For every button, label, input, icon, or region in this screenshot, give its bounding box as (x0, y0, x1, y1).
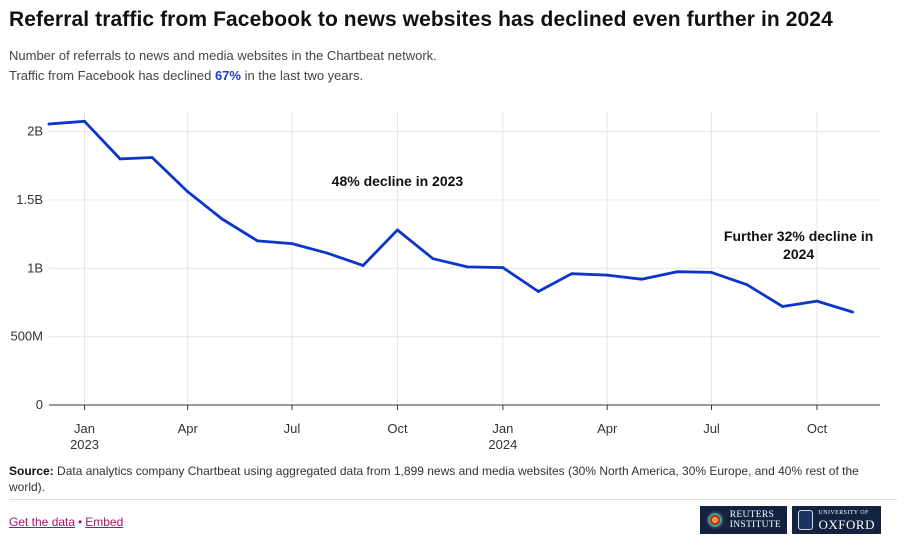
oxford-line-1: UNIVERSITY OF (818, 510, 869, 516)
annotation-label: 48% decline in 2023 (332, 173, 464, 189)
get-the-data-link[interactable]: Get the data (9, 515, 76, 529)
link-separator: • (78, 515, 83, 529)
data-point (501, 266, 505, 269)
data-point (396, 228, 399, 232)
y-tick-label: 1B (27, 260, 43, 275)
x-tick-label: Jan (492, 421, 513, 436)
x-tick-year-label: 2023 (70, 437, 99, 450)
x-tick-label: Oct (807, 421, 828, 436)
subtitle-line-2: Traffic from Facebook has declined 67% i… (9, 66, 437, 86)
source-label: Source: (9, 464, 54, 478)
annotation-label: Further 32% decline in (724, 228, 873, 244)
x-tick-label: Jul (284, 421, 301, 436)
data-point (605, 273, 609, 277)
reuters-line-1: REUTERS (729, 510, 775, 520)
x-tick-label: Oct (387, 421, 408, 436)
y-tick-label: 2B (27, 124, 43, 139)
data-point (220, 217, 224, 221)
reuters-line-2: INSTITUTE (729, 520, 781, 530)
data-point (537, 290, 540, 293)
subtitle-line-2-end: in the last two years. (240, 68, 364, 83)
source-text: Data analytics company Chartbeat using a… (9, 464, 859, 494)
footer-links: Get the data • Embed (9, 515, 123, 529)
facebook-referrals-line (47, 119, 854, 314)
y-tick-label: 0 (36, 397, 43, 412)
subtitle-highlight: 67% (214, 68, 241, 83)
data-point (326, 251, 329, 255)
y-tick-label: 1.5B (16, 192, 43, 207)
subtitle-line-1: Number of referrals to news and media we… (9, 48, 437, 63)
oxford-logo-text: UNIVERSITY OF OXFORD (819, 508, 875, 532)
y-tick-label: 500M (10, 329, 43, 344)
reuters-institute-logo[interactable]: REUTERS INSTITUTE (700, 506, 787, 534)
subtitle-line-2-start: Traffic from Facebook has declined (9, 68, 215, 83)
embed-link[interactable]: Embed (85, 515, 124, 529)
x-tick-label: Jan (74, 421, 95, 436)
data-point (290, 242, 294, 246)
reuters-globe-icon (706, 511, 724, 529)
data-point (150, 156, 154, 159)
source-note: Source: Data analytics company Chartbeat… (9, 463, 869, 495)
oxford-university-logo[interactable]: UNIVERSITY OF OXFORD (792, 506, 881, 534)
x-tick-label: Jul (703, 421, 720, 436)
oxford-line-2: OXFORD (818, 517, 875, 532)
data-point (83, 119, 86, 123)
data-point (640, 277, 643, 281)
x-tick-year-label: 2024 (488, 437, 517, 450)
annotation-label: 2024 (783, 246, 814, 262)
data-point (745, 283, 749, 287)
data-point (851, 310, 854, 314)
data-point (781, 305, 784, 308)
reuters-logo-text: REUTERS INSTITUTE (730, 510, 781, 530)
data-point (465, 265, 469, 269)
data-point (710, 270, 713, 274)
x-tick-label: Apr (597, 421, 618, 436)
data-point (570, 272, 574, 276)
data-point (431, 257, 435, 261)
oxford-crest-icon (798, 510, 813, 530)
data-point (256, 239, 260, 243)
x-tick-label: Apr (178, 421, 199, 436)
data-point (118, 157, 122, 161)
data-point (675, 270, 679, 274)
chart-subtitle: Number of referrals to news and media we… (9, 46, 437, 86)
data-point (815, 299, 819, 303)
chart-title: Referral traffic from Facebook to news w… (9, 8, 833, 31)
data-point (361, 264, 365, 267)
data-point (186, 190, 190, 194)
footer-divider (9, 499, 897, 500)
data-point (47, 122, 51, 126)
